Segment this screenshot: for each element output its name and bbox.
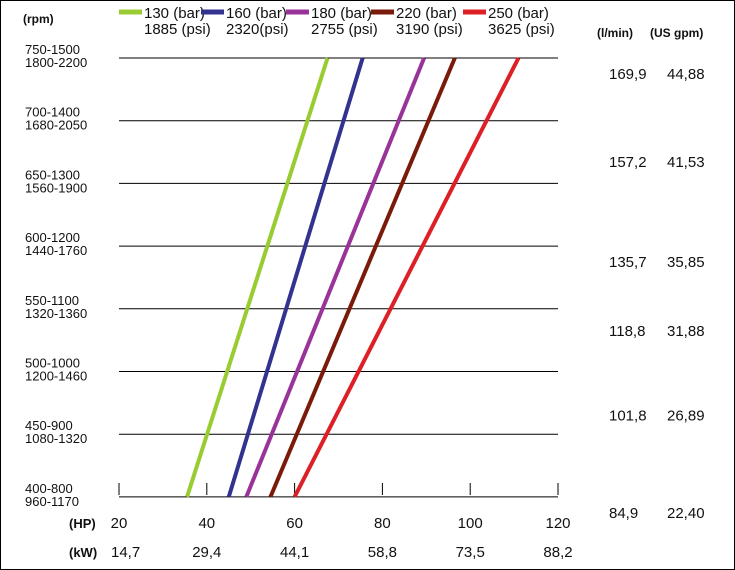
y-axis-label: (rpm): [23, 12, 54, 26]
series-line: [185, 57, 330, 498]
kw-tick-label: 73,5: [456, 544, 485, 561]
rpm-range-label: 650-1300: [25, 167, 80, 182]
legend-pressure-psi: 2755 (psi): [311, 21, 378, 38]
legend-pressure-psi: 2320(psi): [226, 21, 289, 38]
kw-tick-label: 58,8: [368, 544, 397, 561]
kw-tick-label: 88,2: [543, 544, 572, 561]
series-line: [244, 57, 426, 498]
legend-pressure-psi: 3625 (psi): [488, 21, 555, 38]
rpm-range-label: 750-1500: [25, 42, 80, 57]
hp-tick-label: 20: [111, 515, 128, 532]
flow-usgpm-value: 44,88: [667, 66, 705, 83]
flow-usgpm-value: 26,89: [667, 408, 705, 425]
hp-tick-label: 80: [374, 515, 391, 532]
legend-pressure-bar: 220 (bar): [396, 5, 457, 22]
legend-pressure-bar: 180 (bar): [311, 5, 372, 22]
hp-tick-label: 120: [545, 515, 570, 532]
hp-tick-label: 60: [286, 515, 303, 532]
rpm-range-label: 450-900: [25, 418, 73, 433]
rpm-range-label: 600-1200: [25, 230, 80, 245]
kw-tick-label: 14,7: [111, 544, 140, 561]
rpm-range-label: 550-1100: [25, 293, 79, 308]
hp-axis-label: (HP): [69, 516, 96, 531]
kw-tick-label: 29,4: [192, 544, 221, 561]
series-line: [226, 57, 365, 498]
rpm-range-label: 400-800: [25, 481, 73, 496]
kw-axis-label: (kW): [69, 545, 97, 560]
rpm-range-label: 1440-1760: [25, 243, 87, 258]
flow-usgpm-value: 41,53: [667, 154, 705, 171]
kw-tick-label: 44,1: [280, 544, 309, 561]
legend-pressure-psi: 3190 (psi): [396, 21, 463, 38]
flow-usgpm-value: 35,85: [667, 254, 705, 271]
series-line: [292, 57, 521, 498]
flow-lmin-value: 169,9: [609, 66, 647, 83]
rpm-range-label: 1200-1460: [25, 369, 87, 384]
rpm-range-label: 1800-2200: [25, 55, 87, 70]
rpm-range-label: 1320-1360: [25, 306, 87, 321]
legend-pressure-psi: 1885 (psi): [144, 21, 211, 38]
usgpm-axis-label: (US gpm): [650, 26, 703, 40]
rpm-range-label: 700-1400: [25, 105, 80, 120]
hp-tick-label: 40: [198, 515, 215, 532]
rpm-range-label: 500-1000: [25, 356, 80, 371]
hp-tick-label: 100: [458, 515, 483, 532]
flow-usgpm-value: 22,40: [667, 505, 705, 522]
legend-pressure-bar: 160 (bar): [226, 5, 287, 22]
legend-pressure-bar: 250 (bar): [488, 5, 549, 22]
flow-lmin-value: 157,2: [609, 154, 647, 171]
flow-lmin-value: 135,7: [609, 254, 647, 271]
legend-pressure-bar: 130 (bar): [144, 5, 205, 22]
series-line: [268, 57, 457, 498]
flow-lmin-value: 118,8: [609, 323, 645, 340]
flow-lmin-value: 101,8: [609, 408, 647, 425]
rpm-range-label: 1080-1320: [25, 431, 87, 446]
flow-lmin-value: 84,9: [609, 505, 638, 522]
rpm-range-label: 960-1170: [25, 494, 79, 509]
lmin-axis-label: (l/min): [597, 26, 633, 40]
rpm-range-label: 1680-2050: [25, 118, 87, 133]
flow-usgpm-value: 31,88: [667, 323, 705, 340]
rpm-range-label: 1560-1900: [25, 180, 87, 195]
